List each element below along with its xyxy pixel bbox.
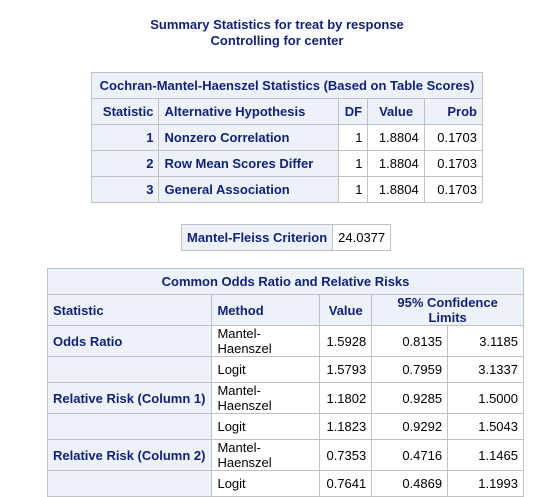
cmh-row-value: 1.8804 <box>367 150 425 177</box>
report-subtitle: Controlling for center <box>210 33 344 48</box>
cmh-header-df: DF <box>338 98 369 125</box>
odds-row-upper-limit: 1.5043 <box>447 413 524 440</box>
cmh-header-alternative-hypothesis: Alternative Hypothesis <box>158 98 340 125</box>
cmh-row-df: 1 <box>338 176 369 203</box>
cmh-row-statistic: 1 <box>90 124 160 151</box>
odds-row-method: Logit <box>211 470 321 497</box>
odds-row-value: 1.1802 <box>319 382 373 414</box>
odds-row-upper-limit: 1.5000 <box>447 382 524 414</box>
odds-row-method: Mantel-Haenszel <box>211 325 321 357</box>
odds-row-statistic <box>46 413 213 440</box>
cmh-header-value: Value <box>367 98 425 125</box>
cmh-table-caption: Cochran-Mantel-Haenszel Statistics (Base… <box>91 72 483 99</box>
cmh-row-hypothesis: General Association <box>158 176 340 203</box>
mantel-fleiss-label: Mantel-Fleiss Criterion <box>180 224 334 251</box>
table-row: Relative Risk (Column 1) Mantel-Haenszel… <box>46 382 524 414</box>
cmh-row-prob: 0.1703 <box>423 176 484 203</box>
odds-row-upper-limit: 1.1465 <box>447 439 524 471</box>
odds-row-method: Mantel-Haenszel <box>211 439 321 471</box>
cmh-row-df: 1 <box>338 124 369 151</box>
odds-row-statistic <box>46 470 213 497</box>
odds-row-lower-limit: 0.9285 <box>371 382 449 414</box>
table-row: 2 Row Mean Scores Differ 1 1.8804 0.1703 <box>90 150 484 177</box>
odds-row-value: 0.7641 <box>319 470 373 497</box>
odds-header-confidence-limits: 95% Confidence Limits <box>371 294 524 326</box>
odds-row-lower-limit: 0.7959 <box>371 356 449 383</box>
odds-row-method: Logit <box>211 356 321 383</box>
report-title: Summary Statistics for treat by response <box>150 17 404 32</box>
odds-row-value: 1.1823 <box>319 413 373 440</box>
odds-header-method: Method <box>211 294 321 326</box>
odds-header-value: Value <box>319 294 373 326</box>
mantel-fleiss-table: Mantel-Fleiss Criterion 24.0377 <box>180 224 392 251</box>
cmh-statistics-table: Cochran-Mantel-Haenszel Statistics (Base… <box>90 72 484 203</box>
cmh-row-df: 1 <box>338 150 369 177</box>
mantel-fleiss-value: 24.0377 <box>332 224 392 251</box>
odds-row-lower-limit: 0.4716 <box>371 439 449 471</box>
table-row: Logit 1.1823 0.9292 1.5043 <box>46 413 524 440</box>
table-row: Logit 1.5793 0.7959 3.1337 <box>46 356 524 383</box>
table-row: 1 Nonzero Correlation 1 1.8804 0.1703 <box>90 124 484 151</box>
table-row: 3 General Association 1 1.8804 0.1703 <box>90 176 484 203</box>
odds-row-lower-limit: 0.8135 <box>371 325 449 357</box>
odds-row-method: Logit <box>211 413 321 440</box>
odds-row-statistic: Relative Risk (Column 2) <box>46 439 213 471</box>
cmh-row-statistic: 2 <box>90 150 160 177</box>
odds-row-upper-limit: 1.1993 <box>447 470 524 497</box>
odds-row-upper-limit: 3.1185 <box>447 325 524 357</box>
cmh-row-value: 1.8804 <box>367 176 425 203</box>
odds-row-lower-limit: 0.4869 <box>371 470 449 497</box>
cmh-row-hypothesis: Row Mean Scores Differ <box>158 150 340 177</box>
cmh-row-prob: 0.1703 <box>423 124 484 151</box>
odds-row-value: 0.7353 <box>319 439 373 471</box>
odds-row-lower-limit: 0.9292 <box>371 413 449 440</box>
odds-row-value: 1.5928 <box>319 325 373 357</box>
odds-row-upper-limit: 3.1337 <box>447 356 524 383</box>
odds-row-statistic: Relative Risk (Column 1) <box>46 382 213 414</box>
odds-row-statistic <box>46 356 213 383</box>
table-row: Odds Ratio Mantel-Haenszel 1.5928 0.8135… <box>46 325 524 357</box>
cmh-row-hypothesis: Nonzero Correlation <box>158 124 340 151</box>
table-row: Relative Risk (Column 2) Mantel-Haenszel… <box>46 439 524 471</box>
odds-row-value: 1.5793 <box>319 356 373 383</box>
cmh-header-statistic: Statistic <box>90 98 160 125</box>
odds-row-method: Mantel-Haenszel <box>211 382 321 414</box>
cmh-header-prob: Prob <box>423 98 484 125</box>
odds-row-statistic: Odds Ratio <box>46 325 213 357</box>
odds-ratio-table: Common Odds Ratio and Relative Risks Sta… <box>46 268 524 497</box>
cmh-row-value: 1.8804 <box>367 124 425 151</box>
cmh-row-prob: 0.1703 <box>423 150 484 177</box>
odds-header-statistic: Statistic <box>46 294 213 326</box>
table-row: Logit 0.7641 0.4869 1.1993 <box>46 470 524 497</box>
odds-table-caption: Common Odds Ratio and Relative Risks <box>47 268 524 295</box>
cmh-row-statistic: 3 <box>90 176 160 203</box>
